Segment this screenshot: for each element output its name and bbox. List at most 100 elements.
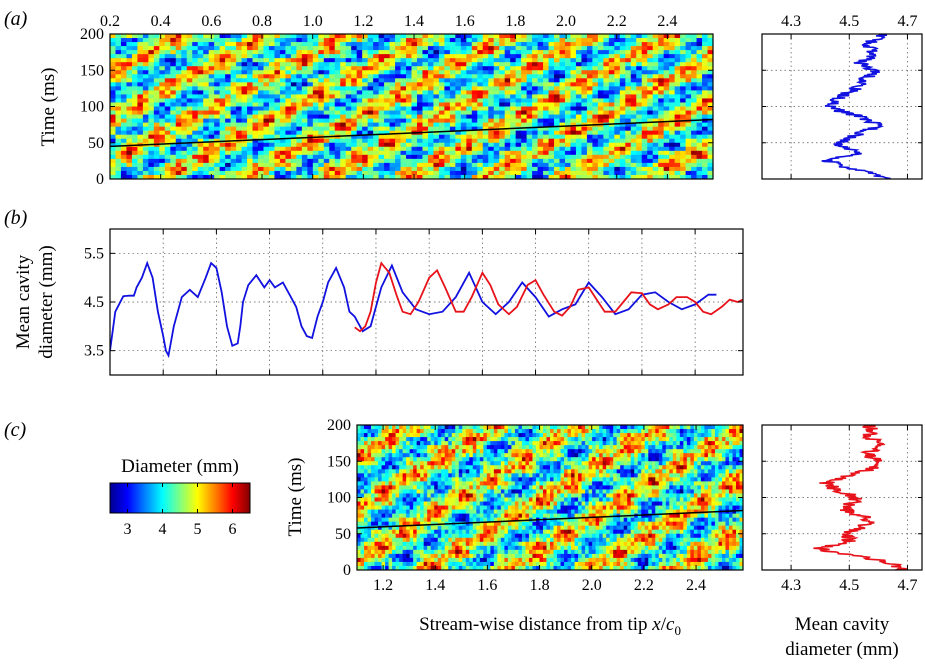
heatmap-cell: [449, 118, 456, 124]
heatmap-cell: [546, 445, 551, 450]
heatmap-cell: [581, 46, 588, 51]
heatmap-cell: [258, 86, 265, 91]
heatmap-cell: [406, 437, 411, 442]
heatmap-cell: [586, 42, 593, 47]
heatmap-cell: [581, 106, 588, 112]
heatmap-cell: [637, 437, 642, 442]
heatmap-cell: [586, 126, 593, 132]
heatmap-cell: [444, 166, 451, 172]
heatmap-cell: [455, 62, 462, 67]
heatmap-cell: [351, 94, 358, 100]
heatmap-cell: [241, 58, 248, 63]
heatmap-cell: [685, 62, 692, 67]
heatmap-cell: [214, 110, 221, 116]
heatmap-cell: [488, 54, 495, 59]
heatmap-cell: [323, 106, 330, 112]
heatmap-cell: [219, 118, 226, 124]
heatmap-cell: [477, 130, 484, 136]
heatmap-cell: [318, 146, 325, 152]
heatmap-cell: [334, 126, 341, 132]
heatmap-cell: [186, 154, 193, 160]
heatmap-cell: [252, 46, 259, 51]
heatmap-cell: [356, 74, 363, 79]
heatmap-cell: [373, 38, 380, 43]
heatmap-cell: [532, 429, 537, 434]
heatmap-cell: [521, 126, 528, 132]
heatmap-cell: [466, 142, 473, 148]
heatmap-cell: [225, 102, 232, 108]
heatmap-cell: [423, 449, 428, 454]
heatmap-cell: [597, 54, 604, 59]
heatmap-cell: [537, 50, 544, 55]
heatmap-cell: [680, 162, 687, 168]
heatmap-cell: [208, 62, 215, 67]
heatmap-cell: [575, 130, 583, 136]
heatmap-cell: [449, 126, 456, 132]
heatmap-cell: [592, 150, 599, 156]
heatmap-cell: [356, 98, 363, 104]
heatmap-cell: [345, 90, 352, 96]
heatmap-cell: [691, 166, 698, 172]
heatmap-cell: [636, 50, 643, 55]
heatmap-cell: [367, 134, 374, 140]
heatmap-cell: [411, 126, 418, 132]
heatmap-cell: [301, 38, 308, 43]
heatmap-cell: [274, 162, 281, 168]
heatmap-cell: [258, 130, 265, 136]
heatmap-cell: [623, 433, 628, 438]
heatmap-cell: [247, 70, 254, 75]
heatmap-cell: [159, 118, 166, 124]
heatmap-cell: [537, 82, 544, 87]
heatmap-cell: [225, 126, 232, 132]
heatmap-cell: [543, 170, 550, 176]
heatmap-cell: [554, 106, 561, 112]
heatmap-cell: [268, 158, 276, 164]
heatmap-cell: [312, 66, 319, 71]
heatmap-cell: [148, 134, 155, 140]
heatmap-cell: [537, 134, 544, 140]
heatmap-cell: [285, 138, 292, 144]
heatmap-cell: [570, 118, 577, 124]
heatmap-cell: [460, 78, 467, 83]
heatmap-cell: [413, 453, 418, 458]
heatmap-cell: [120, 122, 128, 128]
heatmap-cell: [515, 126, 522, 132]
heatmap-cell: [479, 453, 484, 458]
heatmap-cell: [290, 122, 297, 128]
heatmap-cell: [515, 86, 522, 91]
heatmap-cell: [422, 142, 429, 148]
heatmap-cell: [739, 433, 743, 438]
heatmap-cell: [307, 118, 314, 124]
heatmap-cell: [279, 58, 287, 63]
heatmap-cell: [258, 78, 265, 83]
heatmap-cell: [159, 90, 166, 96]
heatmap-cell: [214, 98, 221, 104]
heatmap-cell: [290, 110, 297, 116]
heatmap-cell: [592, 114, 599, 120]
heatmap-cell: [115, 162, 122, 168]
heatmap-cell: [434, 433, 439, 438]
heatmap-cell: [381, 429, 386, 434]
heatmap-cell: [241, 162, 248, 168]
heatmap-cell: [416, 122, 424, 128]
heatmap-cell: [636, 126, 643, 132]
heatmap-cell: [137, 54, 144, 59]
heatmap-cell: [515, 46, 522, 51]
heatmap-cell: [521, 90, 528, 96]
heatmap-cell: [674, 130, 681, 136]
heatmap-cell: [214, 86, 221, 91]
heatmap-cell: [616, 441, 621, 446]
heatmap-cell: [301, 98, 308, 104]
heatmap-cell: [510, 38, 517, 43]
heatmap-cell: [603, 58, 610, 63]
heatmap-cell: [126, 66, 133, 71]
heatmap-cell: [110, 38, 117, 43]
heatmap-cell: [674, 74, 681, 79]
heatmap-cell: [126, 98, 133, 104]
heatmap-cell: [647, 138, 654, 144]
heatmap-cell: [323, 118, 330, 124]
heatmap-cell: [691, 70, 698, 75]
heatmap-cell: [559, 42, 566, 47]
heatmap-cell: [225, 70, 232, 75]
heatmap-cell: [247, 50, 254, 55]
